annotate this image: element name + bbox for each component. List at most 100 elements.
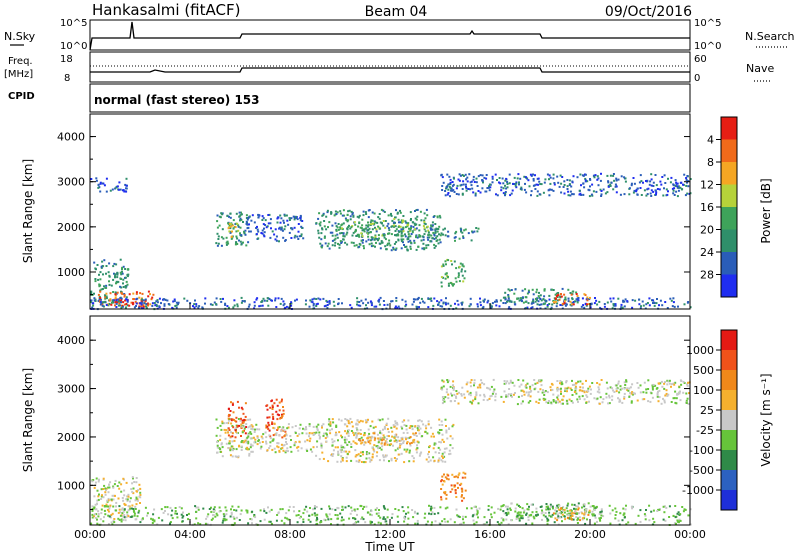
velocity-data-cell bbox=[521, 400, 524, 403]
power-data-cell bbox=[458, 179, 461, 182]
power-data-cell bbox=[590, 302, 593, 305]
power-data-cell bbox=[167, 303, 170, 305]
power-data-cell bbox=[397, 218, 400, 221]
velocity-data-cell bbox=[243, 427, 246, 430]
velocity-data-cell bbox=[557, 515, 560, 518]
power-data-cell bbox=[336, 233, 339, 236]
power-data-cell bbox=[247, 217, 250, 219]
velocity-data-cell bbox=[443, 451, 446, 454]
velocity-data-cell bbox=[442, 380, 445, 383]
velocity-data-cell bbox=[509, 509, 512, 511]
velocity-data-cell bbox=[397, 446, 400, 449]
velocity-data-cell bbox=[647, 379, 650, 382]
velocity-data-cell bbox=[674, 505, 677, 507]
velocity-data-cell bbox=[372, 448, 375, 451]
velocity-data-cell bbox=[251, 444, 254, 447]
velocity-data-cell bbox=[135, 481, 138, 484]
velocity-data-cell bbox=[227, 417, 230, 420]
nave-tick-bottom: 0 bbox=[694, 73, 700, 84]
power-data-cell bbox=[138, 305, 141, 308]
velocity-data-cell bbox=[502, 510, 505, 513]
power-data-cell bbox=[326, 211, 329, 214]
velocity-data-cell bbox=[403, 448, 406, 451]
velocity-data-cell bbox=[239, 513, 242, 516]
velocity-data-cell bbox=[251, 425, 254, 428]
power-data-cell bbox=[384, 238, 387, 241]
velocity-data-cell bbox=[485, 521, 488, 524]
velocity-data-cell bbox=[252, 436, 255, 439]
velocity-data-cell bbox=[449, 452, 452, 455]
power-data-cell bbox=[683, 173, 686, 176]
velocity-data-cell bbox=[174, 507, 177, 509]
power-data-cell bbox=[468, 305, 471, 308]
velocity-data-cell bbox=[527, 393, 530, 396]
velocity-data-cell bbox=[555, 400, 557, 403]
power-data-cell bbox=[236, 305, 239, 308]
power-data-cell bbox=[432, 304, 435, 307]
power-data-cell bbox=[350, 226, 353, 229]
power-data-cell bbox=[570, 293, 573, 296]
power-data-cell bbox=[580, 194, 583, 196]
power-data-cell bbox=[105, 177, 108, 180]
power-data-cell bbox=[421, 235, 424, 238]
power-data-cell bbox=[464, 183, 467, 186]
power-data-cell bbox=[220, 236, 223, 239]
velocity-data-cell bbox=[224, 519, 227, 522]
cpid-label: CPID bbox=[8, 91, 35, 102]
velocity-data-cell bbox=[570, 400, 573, 403]
freq-label-1: Freq. bbox=[8, 56, 33, 67]
power-data-cell bbox=[162, 298, 165, 301]
power-data-cell bbox=[669, 181, 672, 184]
velocity-data-cell bbox=[242, 412, 245, 415]
power-data-cell bbox=[414, 298, 417, 301]
velocity-data-cell bbox=[554, 509, 557, 512]
power-data-cell bbox=[319, 242, 322, 245]
power-data-cell bbox=[101, 288, 104, 290]
power-data-cell bbox=[351, 213, 354, 216]
velocity-data-cell bbox=[596, 390, 599, 393]
power-data-cell bbox=[643, 189, 646, 192]
velocity-data-cell bbox=[523, 393, 526, 396]
velocity-data-cell bbox=[227, 434, 230, 437]
power-ylabel: Slant Range [km] bbox=[21, 159, 35, 263]
velocity-data-cell bbox=[164, 506, 167, 509]
power-data-cell bbox=[402, 241, 404, 244]
power-data-cell bbox=[132, 292, 135, 295]
power-data-cell bbox=[373, 222, 376, 225]
velocity-data-cell bbox=[246, 436, 249, 439]
velocity-data-cell bbox=[518, 517, 521, 520]
power-data-cell bbox=[256, 297, 259, 300]
velocity-data-cell bbox=[134, 508, 137, 510]
velocity-data-cell bbox=[688, 392, 690, 395]
velocity-data-cell bbox=[350, 506, 353, 509]
power-data-cell bbox=[172, 300, 175, 303]
velocity-data-cell bbox=[282, 409, 285, 412]
power-data-cell bbox=[635, 188, 638, 191]
power-data-cell bbox=[431, 221, 434, 224]
velocity-data-cell bbox=[93, 495, 96, 498]
power-data-cell bbox=[341, 302, 343, 305]
velocity-data-cell bbox=[407, 506, 410, 509]
power-data-cell bbox=[433, 237, 436, 240]
velocity-data-cell bbox=[629, 386, 632, 389]
power-data-cell bbox=[675, 181, 678, 184]
power-data-cell bbox=[93, 292, 95, 295]
power-data-cell bbox=[119, 299, 121, 302]
velocity-data-cell bbox=[330, 518, 333, 521]
velocity-data-cell bbox=[446, 506, 449, 509]
velocity-data-cell bbox=[343, 446, 346, 449]
power-data-cell bbox=[99, 297, 102, 299]
power-data-cell bbox=[506, 299, 509, 302]
power-data-cell bbox=[569, 292, 572, 294]
cpid-panel-frame bbox=[89, 83, 691, 113]
power-data-cell bbox=[321, 228, 324, 231]
velocity-data-cell bbox=[233, 439, 236, 442]
power-data-cell bbox=[367, 301, 370, 304]
power-data-cell bbox=[438, 238, 441, 241]
velocity-data-cell bbox=[516, 512, 519, 515]
power-data-cell bbox=[402, 215, 405, 217]
velocity-data-cell bbox=[676, 392, 679, 395]
power-data-cell bbox=[552, 173, 555, 176]
power-data-cell bbox=[506, 181, 509, 183]
power-data-cell bbox=[108, 283, 111, 286]
